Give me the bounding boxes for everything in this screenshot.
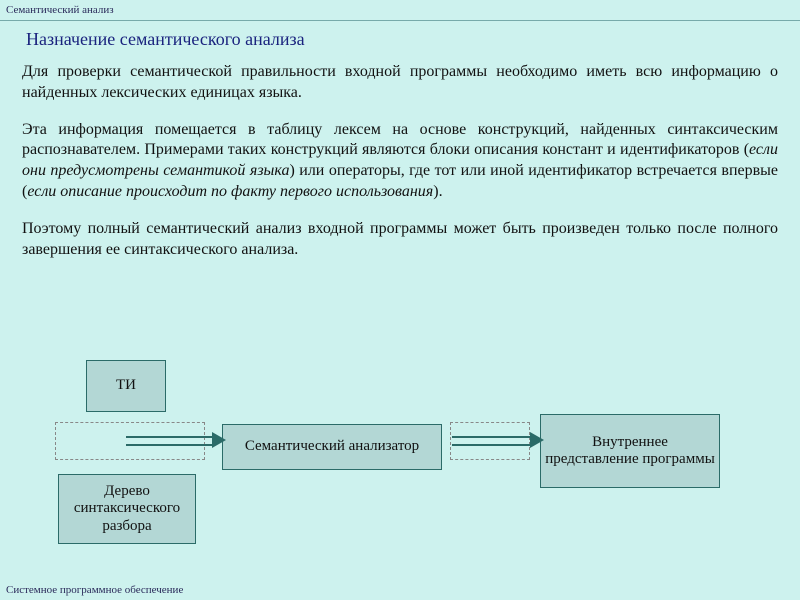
arrow-2-bot (452, 444, 530, 446)
slide-title: Назначение семантического анализа (0, 21, 800, 62)
arrow-1-top (126, 436, 212, 438)
flowchart: ТИ Дерево синтаксического разбора Семант… (0, 352, 800, 572)
node-internal-representation: Внутреннее представление программы (540, 414, 720, 488)
arrow-2-head (530, 432, 544, 448)
slide-footer: Системное программное обеспечение (6, 584, 183, 596)
node-tree: Дерево синтаксического разбора (58, 474, 196, 544)
paragraph-2: Эта информация помещается в таблицу лекс… (22, 120, 778, 203)
arrow-1-head (212, 432, 226, 448)
node-semantic-analyzer: Семантический анализатор (222, 424, 442, 470)
arrow-1-bot (126, 444, 212, 446)
node-ti: ТИ (86, 360, 166, 412)
paragraph-1: Для проверки семантической правильности … (22, 62, 778, 104)
arrow-2 (452, 436, 544, 450)
arrow-1 (126, 436, 226, 450)
arrow-2-top (452, 436, 530, 438)
paragraph-3: Поэтому полный семантический анализ вход… (22, 219, 778, 261)
body-text: Для проверки семантической правильности … (0, 62, 800, 260)
slide-header: Семантический анализ (0, 0, 800, 21)
